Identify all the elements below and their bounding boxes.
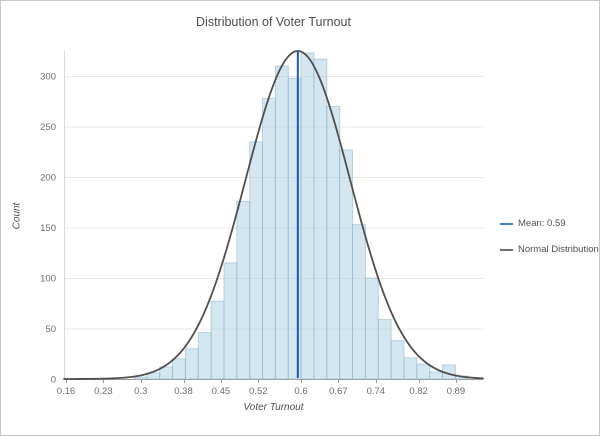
x-tick-label: 0.67 [329, 386, 348, 397]
histogram-bar[interactable] [133, 376, 148, 380]
histogram-bar[interactable] [377, 319, 392, 380]
x-tick-label: 0.82 [409, 386, 428, 397]
histogram-bar[interactable] [352, 224, 366, 380]
y-axis-title: Count [11, 202, 23, 230]
histogram-bar[interactable] [313, 58, 328, 380]
legend-item-normal-distribution[interactable]: Normal Distribution [500, 243, 599, 256]
x-tick-label: 0.45 [212, 386, 231, 397]
x-tick-label: 0.6 [294, 386, 307, 397]
histogram-bar[interactable] [390, 340, 405, 380]
histogram-bar[interactable] [197, 332, 212, 380]
mean-line-swatch [500, 222, 513, 225]
y-tick-label: 0 [51, 375, 56, 386]
y-tick-label: 200 [40, 173, 56, 184]
x-tick-label: 0.74 [367, 386, 386, 397]
histogram-bar[interactable] [184, 348, 199, 380]
histogram-bar[interactable] [262, 97, 276, 380]
histogram-bar[interactable] [274, 65, 289, 380]
legend-item-mean[interactable]: Mean: 0.59 [500, 217, 599, 230]
legend: Mean: 0.59 Normal Distribution [500, 217, 599, 269]
chart-title: Distribution of Voter Turnout [196, 15, 351, 29]
histogram-bar[interactable] [429, 371, 444, 380]
x-axis-title: Voter Turnout [243, 402, 304, 413]
legend-label-mean: Mean: 0.59 [518, 218, 566, 229]
normal-curve-swatch [500, 248, 513, 251]
histogram-bar[interactable] [287, 77, 302, 380]
x-tick-label: 0.38 [174, 386, 193, 397]
histogram-bar[interactable] [416, 363, 431, 380]
x-tick-label: 0.23 [94, 386, 113, 397]
x-tick-label: 0.89 [447, 386, 466, 397]
histogram-bar[interactable] [172, 358, 186, 380]
histogram-bar[interactable] [364, 277, 379, 380]
legend-label-normal-distribution: Normal Distribution [518, 244, 599, 255]
y-tick-label: 250 [40, 122, 56, 133]
histogram-bar[interactable] [300, 52, 315, 380]
y-tick-label: 50 [45, 324, 56, 335]
normal-curve [63, 50, 484, 380]
histogram-bar[interactable] [236, 200, 251, 380]
y-tick-label: 300 [40, 72, 56, 83]
histogram-bar[interactable] [223, 262, 238, 380]
histogram-bar[interactable] [403, 357, 418, 380]
x-tick-label: 0.3 [134, 386, 147, 397]
x-tick-label: 0.52 [249, 386, 268, 397]
y-tick-label: 100 [40, 274, 56, 285]
histogram-bar[interactable] [210, 300, 225, 380]
y-tick-label: 150 [40, 223, 56, 234]
histogram-bar[interactable] [326, 106, 341, 380]
x-tick-label: 0.16 [57, 386, 76, 397]
histogram-bar[interactable] [249, 141, 264, 380]
